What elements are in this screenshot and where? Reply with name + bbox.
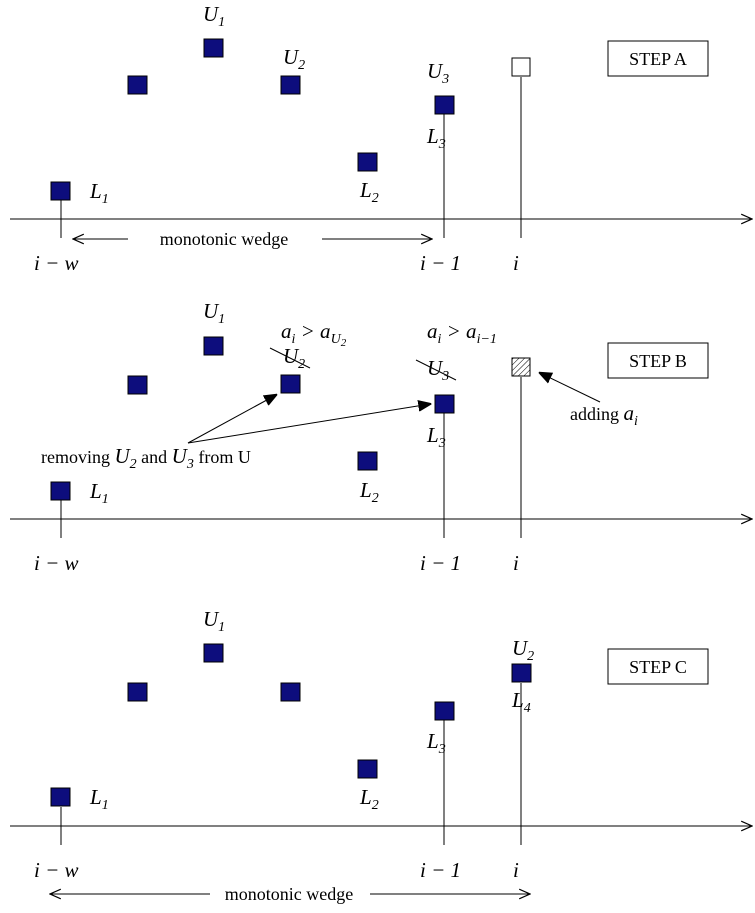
step-a-panel: STEP A U1 U2 U3 L3 L2 L1 i − w i − 1 i m…	[10, 2, 752, 275]
step-label: STEP C	[629, 657, 687, 677]
label-u2: U2	[512, 636, 534, 664]
label-l1: L1	[89, 479, 109, 507]
label-l2: L2	[359, 478, 379, 506]
label-l3: L3	[426, 729, 446, 757]
data-point	[280, 374, 301, 394]
step-label: STEP B	[629, 351, 687, 371]
label-l1: L1	[89, 179, 109, 207]
label-l2: L2	[359, 178, 379, 206]
data-point	[50, 481, 71, 501]
data-point-new	[511, 663, 532, 683]
data-point	[434, 701, 455, 721]
strikethrough-u3	[415, 359, 457, 381]
data-point	[50, 181, 71, 201]
label-l4: L4	[511, 688, 531, 716]
data-point	[280, 75, 301, 95]
tick-i-minus-w: i − w	[34, 551, 79, 575]
tick-i-minus-1: i − 1	[420, 858, 461, 882]
label-u3: U3	[427, 59, 449, 87]
data-point	[203, 643, 224, 663]
tick-i: i	[513, 251, 519, 275]
tick-i-minus-1: i − 1	[420, 551, 461, 575]
label-l1: L1	[89, 785, 109, 813]
strikethrough-u2	[269, 347, 311, 369]
removing-label: removing U2 and U3 from U	[41, 444, 251, 472]
step-label-box	[607, 342, 709, 379]
label-l3: L3	[426, 124, 446, 152]
step-label-box	[607, 648, 709, 685]
annotation-ai-gt-aim1: ai > ai−1	[427, 319, 497, 347]
wedge-label: monotonic wedge	[225, 884, 353, 904]
data-point	[127, 375, 148, 395]
data-point	[434, 394, 455, 414]
wedge-label: monotonic wedge	[160, 229, 288, 249]
data-point	[127, 682, 148, 702]
tick-i-minus-w: i − w	[34, 858, 79, 882]
tick-i: i	[513, 551, 519, 575]
adding-label: adding ai	[570, 401, 638, 429]
data-point	[203, 38, 224, 58]
step-label-box	[607, 40, 709, 77]
remove-arrow-u2	[187, 395, 276, 444]
data-point	[203, 336, 224, 356]
data-point	[280, 682, 301, 702]
label-u1: U1	[203, 299, 225, 327]
tick-i-minus-1: i − 1	[420, 251, 461, 275]
step-label: STEP A	[629, 49, 687, 69]
step-c-panel: STEP C U1 U2 L4 L3 L2 L1 i − w i − 1 i m…	[10, 607, 752, 904]
adding-arrow	[540, 373, 601, 403]
data-point	[50, 787, 71, 807]
label-u2-struck: U2	[283, 344, 305, 372]
data-point	[357, 152, 378, 172]
label-u1: U1	[203, 607, 225, 635]
label-u1: U1	[203, 2, 225, 30]
data-point	[434, 95, 455, 115]
step-b-panel: STEP B U1 ai > aU2 ai > ai−1 U2 U3 L3 L2…	[10, 299, 752, 575]
remove-arrow-u3	[187, 404, 430, 444]
tick-i-minus-w: i − w	[34, 251, 79, 275]
label-l2: L2	[359, 785, 379, 813]
tick-i: i	[513, 858, 519, 882]
data-point	[127, 75, 148, 95]
label-u2: U2	[283, 45, 305, 73]
label-u3-struck: U3	[427, 356, 449, 384]
data-point	[357, 451, 378, 471]
label-l3: L3	[426, 423, 446, 451]
data-point	[357, 759, 378, 779]
new-point-empty	[511, 57, 531, 77]
new-point-hatched	[511, 357, 531, 377]
